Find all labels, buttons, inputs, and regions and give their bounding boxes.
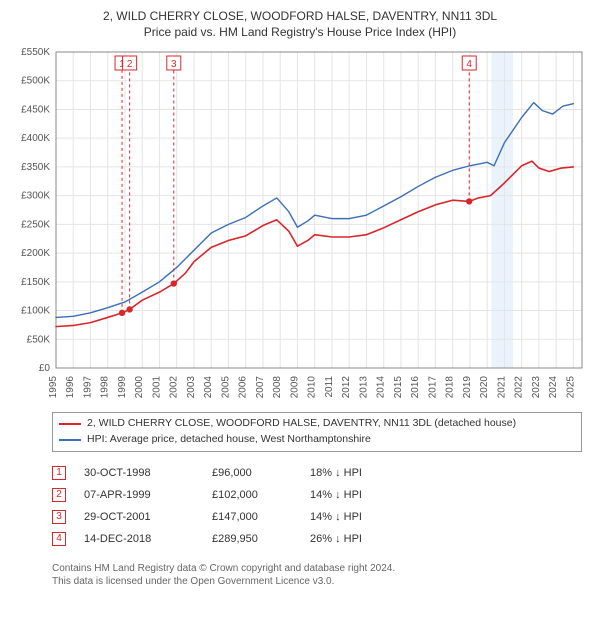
svg-text:£550K: £550K (21, 47, 50, 58)
svg-text:2010: 2010 (307, 376, 318, 399)
svg-text:2012: 2012 (341, 376, 352, 399)
legend-item: 2, WILD CHERRY CLOSE, WOODFORD HALSE, DA… (59, 416, 575, 432)
title-line-1: 2, WILD CHERRY CLOSE, WOODFORD HALSE, DA… (8, 8, 592, 24)
legend-label: HPI: Average price, detached house, West… (87, 432, 371, 448)
svg-text:£0: £0 (39, 363, 51, 374)
sale-hpi-diff: 18% ↓ HPI (310, 467, 420, 479)
svg-text:2013: 2013 (358, 376, 369, 399)
svg-text:1999: 1999 (117, 376, 128, 399)
sales-row: 1 30-OCT-1998 £96,000 18% ↓ HPI (52, 462, 582, 484)
svg-text:2025: 2025 (565, 376, 576, 399)
price-chart: £0 £50K £100K £150K £200K £250K £300K £350K £400… (8, 46, 592, 406)
svg-text:2: 2 (127, 59, 133, 70)
chart-container: £0 £50K £100K £150K £200K £250K £300K £350K £400… (8, 46, 592, 406)
sales-row: 2 07-APR-1999 £102,000 14% ↓ HPI (52, 484, 582, 506)
svg-text:£400K: £400K (21, 134, 50, 145)
legend-label: 2, WILD CHERRY CLOSE, WOODFORD HALSE, DA… (87, 416, 516, 432)
svg-text:2003: 2003 (186, 376, 197, 399)
sale-hpi-diff: 14% ↓ HPI (310, 489, 420, 501)
legend-swatch (59, 439, 81, 441)
svg-text:£50K: £50K (27, 335, 51, 346)
svg-text:2018: 2018 (445, 376, 456, 399)
svg-text:2024: 2024 (548, 376, 559, 399)
svg-text:£500K: £500K (21, 76, 50, 87)
sale-price: £147,000 (212, 511, 292, 523)
legend-item: HPI: Average price, detached house, West… (59, 432, 575, 448)
sale-price: £102,000 (212, 489, 292, 501)
svg-text:2015: 2015 (393, 376, 404, 399)
svg-text:£250K: £250K (21, 220, 50, 231)
svg-text:1998: 1998 (100, 376, 111, 399)
footer-line-2: This data is licensed under the Open Gov… (52, 575, 582, 589)
attribution-footer: Contains HM Land Registry data © Crown c… (52, 562, 582, 589)
svg-text:2008: 2008 (272, 376, 283, 399)
svg-text:2021: 2021 (496, 376, 507, 399)
svg-text:2001: 2001 (151, 376, 162, 399)
svg-text:2020: 2020 (479, 376, 490, 399)
svg-text:1995: 1995 (48, 376, 59, 399)
sale-marker-box: 3 (52, 510, 66, 524)
sales-row: 4 14-DEC-2018 £289,950 26% ↓ HPI (52, 528, 582, 550)
sale-price: £289,950 (212, 533, 292, 545)
svg-text:2019: 2019 (462, 376, 473, 399)
svg-text:3: 3 (171, 59, 177, 70)
svg-text:2000: 2000 (134, 376, 145, 399)
svg-text:2016: 2016 (410, 376, 421, 399)
svg-text:1996: 1996 (65, 376, 76, 399)
sale-hpi-diff: 26% ↓ HPI (310, 533, 420, 545)
svg-text:£150K: £150K (21, 277, 50, 288)
svg-text:2004: 2004 (203, 376, 214, 399)
svg-text:£200K: £200K (21, 248, 50, 259)
svg-text:2006: 2006 (238, 376, 249, 399)
svg-text:2007: 2007 (255, 376, 266, 399)
svg-text:£450K: £450K (21, 105, 50, 116)
sale-marker-box: 2 (52, 488, 66, 502)
svg-text:2023: 2023 (531, 376, 542, 399)
sale-price: £96,000 (212, 467, 292, 479)
sale-marker-box: 4 (52, 532, 66, 546)
svg-text:4: 4 (466, 59, 472, 70)
svg-text:2009: 2009 (289, 376, 300, 399)
legend-swatch (59, 423, 81, 425)
sale-hpi-diff: 14% ↓ HPI (310, 511, 420, 523)
svg-text:2022: 2022 (514, 376, 525, 399)
svg-text:1997: 1997 (82, 376, 93, 399)
svg-text:2002: 2002 (169, 376, 180, 399)
sale-date: 14-DEC-2018 (84, 533, 194, 545)
svg-text:£300K: £300K (21, 191, 50, 202)
svg-text:2014: 2014 (376, 376, 387, 399)
footer-line-1: Contains HM Land Registry data © Crown c… (52, 562, 582, 576)
sale-marker-box: 1 (52, 466, 66, 480)
svg-text:2017: 2017 (427, 376, 438, 399)
sales-table: 1 30-OCT-1998 £96,000 18% ↓ HPI 2 07-APR-1999… (52, 462, 582, 550)
title-line-2: Price paid vs. HM Land Registry's House … (8, 24, 592, 40)
legend: 2, WILD CHERRY CLOSE, WOODFORD HALSE, DA… (52, 412, 582, 452)
svg-text:£350K: £350K (21, 162, 50, 173)
sale-date: 29-OCT-2001 (84, 511, 194, 523)
svg-text:2011: 2011 (324, 376, 335, 398)
svg-text:2005: 2005 (220, 376, 231, 399)
sales-row: 3 29-OCT-2001 £147,000 14% ↓ HPI (52, 506, 582, 528)
chart-title-block: 2, WILD CHERRY CLOSE, WOODFORD HALSE, DA… (8, 8, 592, 40)
sale-date: 07-APR-1999 (84, 489, 194, 501)
sale-date: 30-OCT-1998 (84, 467, 194, 479)
svg-text:£100K: £100K (21, 306, 50, 317)
